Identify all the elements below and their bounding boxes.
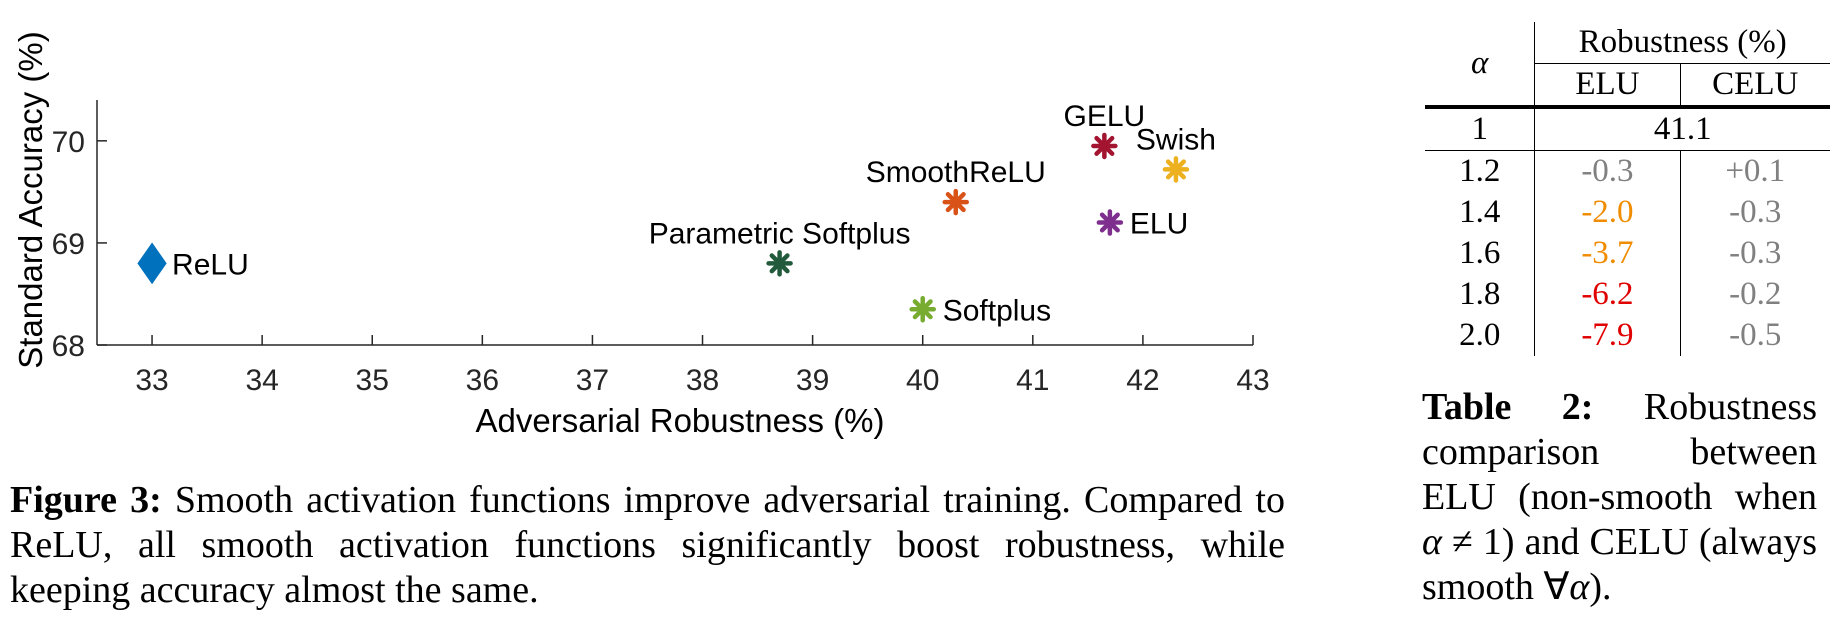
point-label: ELU — [1130, 208, 1188, 241]
y-tick-label: 69 — [52, 228, 85, 261]
diamond-marker — [137, 242, 167, 285]
x-tick-label: 42 — [1126, 364, 1159, 397]
y-tick-label: 68 — [52, 330, 85, 363]
celu-cell: -0.5 — [1729, 317, 1782, 353]
figure-caption: Figure 3: Smooth activation functions im… — [10, 478, 1285, 613]
point-label: Parametric Softplus — [649, 217, 911, 250]
point-label: Swish — [1136, 123, 1216, 156]
x-tick-label: 38 — [686, 364, 719, 397]
x-tick-label: 34 — [245, 364, 278, 397]
table-row: 1.2 -0.3 +0.1 — [1425, 150, 1830, 192]
x-tick-label: 35 — [356, 364, 389, 397]
scatter-chart: Standard Accuracy (%) Adversarial Robust… — [12, 31, 1270, 439]
alpha-cell: 2.0 — [1425, 315, 1536, 356]
table-caption-neq: ≠ 1) and CELU (always smooth — [1422, 521, 1817, 608]
base-value-cell: 41.1 — [1653, 111, 1712, 147]
robustness-table: α Robustness (%) ELU CELU 1 41.1 1.2 -0.3… — [1425, 22, 1830, 356]
table-caption-forall: ∀ — [1543, 566, 1570, 608]
celu-cell: -0.2 — [1729, 276, 1782, 312]
x-axis-label: Adversarial Robustness (%) — [476, 402, 885, 439]
alpha-header: α — [1425, 22, 1536, 109]
asterisk-stroke — [769, 253, 790, 274]
table-row: 1.8 -6.2 -0.2 — [1425, 274, 1830, 315]
elu-cell: -2.0 — [1534, 192, 1681, 233]
table-row: 1.6 -3.7 -0.3 — [1425, 233, 1830, 274]
celu-cell: -0.3 — [1729, 235, 1782, 271]
point-smoothrelu: SmoothReLU — [866, 156, 1046, 216]
celu-cell: -0.3 — [1729, 194, 1782, 230]
x-tick-label: 43 — [1236, 364, 1269, 397]
alpha-cell: 1.6 — [1425, 233, 1536, 274]
data-points: ReLU Parametric Softplus Softplus SmoothReL… — [137, 100, 1216, 327]
elu-cell: -0.3 — [1534, 150, 1681, 192]
robustness-group-header: Robustness (%) — [1578, 24, 1787, 60]
point-gelu: GELU — [1064, 100, 1146, 160]
table-row: 2.0 -7.9 -0.5 — [1425, 315, 1830, 356]
alpha-cell: 1.4 — [1425, 192, 1536, 233]
alpha-cell: 1.2 — [1425, 150, 1536, 192]
table-caption-alpha-2: α — [1569, 566, 1590, 608]
celu-header: CELU — [1712, 66, 1799, 102]
asterisk-stroke — [945, 192, 966, 213]
celu-cell: +0.1 — [1725, 153, 1786, 189]
y-axis-label: Standard Accuracy (%) — [12, 31, 49, 368]
point-softplus: Softplus — [909, 294, 1051, 327]
asterisk-stroke — [912, 299, 933, 320]
asterisk-stroke — [1094, 135, 1115, 156]
elu-header: ELU — [1534, 63, 1681, 107]
axes: 33 34 35 36 37 38 39 40 41 42 43 68 69 70 — [52, 100, 1270, 397]
point-label: Softplus — [943, 294, 1051, 327]
point-label: ReLU — [172, 248, 249, 281]
table-caption-end: ). — [1589, 566, 1612, 608]
x-tick-label: 33 — [135, 364, 168, 397]
figure-caption-text: Smooth activation functions improve adve… — [10, 479, 1285, 611]
x-tick-label: 37 — [576, 364, 609, 397]
point-label: GELU — [1064, 100, 1146, 133]
x-tick-label: 39 — [796, 364, 829, 397]
elu-cell: -6.2 — [1534, 274, 1681, 315]
figure-caption-label: Figure 3: — [10, 479, 162, 521]
table-caption-label: Table 2: — [1422, 386, 1594, 428]
point-elu: ELU — [1096, 208, 1188, 241]
table-row: 1.4 -2.0 -0.3 — [1425, 192, 1830, 233]
x-tick-label: 41 — [1016, 364, 1049, 397]
point-label: SmoothReLU — [866, 156, 1046, 189]
table-caption-alpha: α — [1422, 521, 1442, 563]
elu-cell: -3.7 — [1534, 233, 1681, 274]
table-caption: Table 2: Robustness comparison between E… — [1422, 385, 1817, 610]
table-body: 1.2 -0.3 +0.1 1.4 -2.0 -0.3 1.6 -3.7 -0.3 1.8 -6.2… — [1425, 150, 1830, 356]
x-tick-label: 36 — [466, 364, 499, 397]
point-swish: Swish — [1136, 123, 1216, 183]
robustness-table-wrapper: α Robustness (%) ELU CELU 1 41.1 1.2 -0.3… — [1425, 22, 1830, 356]
x-tick-label: 40 — [906, 364, 939, 397]
asterisk-stroke — [1099, 212, 1120, 233]
table-caption-text: Robustness comparison between ELU (non-s… — [1422, 386, 1817, 518]
point-relu: ReLU — [137, 242, 249, 285]
base-alpha-cell: 1 — [1425, 107, 1536, 151]
elu-cell: -7.9 — [1534, 315, 1681, 356]
y-tick-label: 70 — [52, 126, 85, 159]
asterisk-stroke — [1165, 159, 1186, 180]
point-parametric-softplus: Parametric Softplus — [649, 217, 911, 277]
alpha-cell: 1.8 — [1425, 274, 1536, 315]
